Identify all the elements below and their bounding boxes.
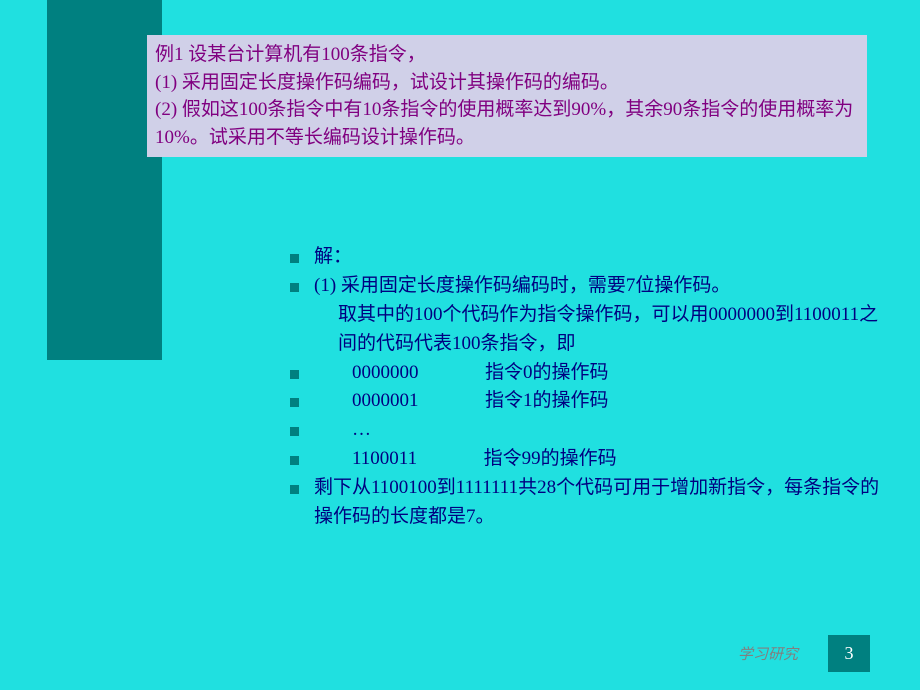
- problem-line-3: (2) 假如这100条指令中有10条指令的使用概率达到90%，其余90条指令的使…: [155, 99, 853, 148]
- code-row-1: 0000001 指令1的操作码: [290, 387, 880, 416]
- code-dots: …: [314, 416, 880, 445]
- bullet-icon: [290, 370, 299, 379]
- problem-line-1: 例1 设某台计算机有100条指令，: [155, 44, 426, 65]
- bullet-icon: [290, 427, 299, 436]
- code-0: 0000000 指令0的操作码: [314, 359, 880, 388]
- solution-header-row: 解：: [290, 243, 880, 272]
- code-row-0: 0000000 指令0的操作码: [290, 359, 880, 388]
- problem-statement-box: 例1 设某台计算机有100条指令， (1) 采用固定长度操作码编码，试设计其操作…: [147, 35, 867, 157]
- page-number: 3: [845, 643, 854, 664]
- footer-label: 学习研究: [738, 643, 798, 664]
- solution-part1-row: (1) 采用固定长度操作码编码时，需要7位操作码。 取其中的100个代码作为指令…: [290, 272, 880, 359]
- bullet-icon: [290, 254, 299, 263]
- page-number-box: 3: [828, 635, 870, 672]
- bullet-icon: [290, 456, 299, 465]
- left-decorative-bar: [47, 0, 162, 360]
- solution-content: 解： (1) 采用固定长度操作码编码时，需要7位操作码。 取其中的100个代码作…: [290, 243, 880, 532]
- slide-footer: 学习研究 3: [738, 635, 870, 672]
- solution-header: 解：: [314, 243, 880, 272]
- code-1: 0000001 指令1的操作码: [314, 387, 880, 416]
- code-row-dots: …: [290, 416, 880, 445]
- code-99: 1100011 指令99的操作码: [314, 445, 880, 474]
- remainder-text: 剩下从1100100到1111111共28个代码可用于增加新指令，每条指令的操作…: [314, 474, 880, 532]
- bullet-icon: [290, 485, 299, 494]
- bullet-icon: [290, 398, 299, 407]
- problem-line-2: (1) 采用固定长度操作码编码，试设计其操作码的编码。: [155, 72, 619, 93]
- code-row-99: 1100011 指令99的操作码: [290, 445, 880, 474]
- remainder-row: 剩下从1100100到1111111共28个代码可用于增加新指令，每条指令的操作…: [290, 474, 880, 532]
- solution-part1: (1) 采用固定长度操作码编码时，需要7位操作码。 取其中的100个代码作为指令…: [314, 272, 880, 359]
- bullet-icon: [290, 283, 299, 292]
